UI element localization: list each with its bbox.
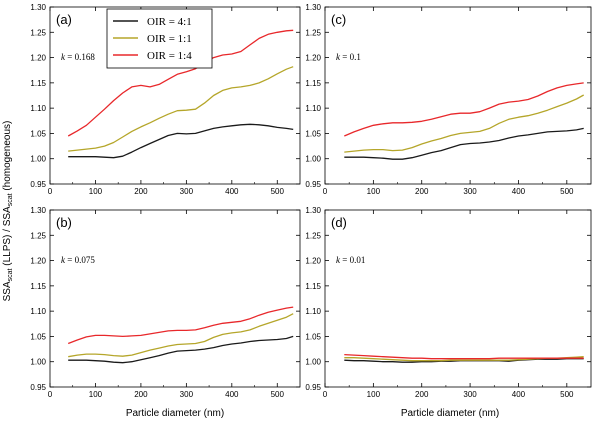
y-tick-label: 1.15 <box>305 282 321 291</box>
y-tick-label: 1.30 <box>30 3 46 12</box>
panel-label: (c) <box>331 12 346 27</box>
x-tick-label: 0 <box>48 390 53 399</box>
series-line-4-1 <box>68 123 294 159</box>
y-tick-label: 1.15 <box>30 282 46 291</box>
x-tick-label: 500 <box>560 390 574 399</box>
series-line-4-1 <box>344 127 584 160</box>
y-tick-label: 1.00 <box>30 358 46 367</box>
k-annotation: k = 0.1 <box>336 52 361 62</box>
legend-label-oir-1-4: OIR = 1:4 <box>147 50 192 62</box>
x-tick-label: 300 <box>180 390 194 399</box>
x-tick-label: 300 <box>463 390 477 399</box>
x-tick-label: 100 <box>89 390 103 399</box>
y-tick-label: 1.15 <box>305 79 321 88</box>
x-tick-label: 300 <box>180 187 194 196</box>
y-tick-label: 1.15 <box>30 79 46 88</box>
x-tick-label: 100 <box>89 187 103 196</box>
y-tick-label: 1.05 <box>305 332 321 341</box>
y-tick-label: 1.05 <box>305 129 321 138</box>
x-tick-label: 200 <box>415 390 429 399</box>
x-tick-label: 100 <box>367 187 381 196</box>
series-line-1-4 <box>67 29 294 137</box>
plot-frame <box>324 209 592 388</box>
series-line-1-4 <box>344 82 584 137</box>
x-tick-label: 400 <box>512 390 526 399</box>
y-tick-label: 0.95 <box>30 180 46 189</box>
y-tick-label: 1.20 <box>30 257 46 266</box>
x-tick-label: 500 <box>271 187 285 196</box>
x-tick-label: 100 <box>367 390 381 399</box>
x-tick-label: 400 <box>512 187 526 196</box>
x-tick-label: 400 <box>225 390 239 399</box>
panel-d: 0 100 200 300 400 500 0.95 1.00 1.05 1.10 1.15 1.20… <box>305 206 592 399</box>
x-tick-label: 400 <box>225 187 239 196</box>
y-tick-label: 1.10 <box>30 307 46 316</box>
x-axis-title-right: Particle diameter (nm) <box>401 408 499 419</box>
series-line-1-1 <box>68 313 294 358</box>
y-tick-label: 1.00 <box>30 155 46 164</box>
x-tick-label: 300 <box>463 187 477 196</box>
y-tick-label: 1.10 <box>305 104 321 113</box>
y-tick-label: 1.30 <box>305 206 321 215</box>
x-tick-label: 0 <box>48 187 53 196</box>
panel-c: 0 100 200 300 400 500 0.95 1.00 1.05 1.10 1.15 1.20… <box>305 3 592 196</box>
series-line-4-1 <box>68 335 294 364</box>
panel-label: (a) <box>56 12 72 27</box>
y-tick-label: 1.20 <box>30 54 46 63</box>
y-tick-label: 1.25 <box>305 231 321 240</box>
x-tick-label: 0 <box>323 187 328 196</box>
legend-label-oir-4-1: OIR = 4:1 <box>147 16 192 28</box>
y-tick-label: 1.30 <box>30 206 46 215</box>
panel-label: (b) <box>56 215 72 230</box>
x-tick-label: 0 <box>323 390 328 399</box>
series-line-1-1 <box>68 66 294 152</box>
y-tick-label: 0.95 <box>305 180 321 189</box>
y-tick-label: 1.00 <box>305 358 321 367</box>
y-tick-label: 1.10 <box>30 104 46 113</box>
panel-a: 0 100 200 300 400 500 0.95 1.00 1.05 1.10 1.15 1.20… <box>30 3 301 196</box>
y-tick-label: 1.05 <box>30 129 46 138</box>
x-axis-title-left: Particle diameter (nm) <box>126 408 224 419</box>
panel-label: (d) <box>331 215 347 230</box>
y-tick-label: 1.25 <box>305 28 321 37</box>
plot-frame <box>49 6 301 185</box>
y-axis-title: SSAscat (LLPS) / SSAscat (homogeneous) <box>2 121 14 302</box>
y-tick-label: 1.20 <box>305 257 321 266</box>
k-annotation: k = 0.075 <box>61 255 95 265</box>
k-annotation: k = 0.168 <box>61 52 95 62</box>
y-tick-label: 1.30 <box>305 3 321 12</box>
y-tick-label: 1.25 <box>30 231 46 240</box>
k-annotation: k = 0.01 <box>336 255 365 265</box>
x-tick-label: 200 <box>134 187 148 196</box>
series-line-1-4 <box>67 306 294 345</box>
y-tick-label: 1.00 <box>305 155 321 164</box>
plot-frame <box>324 6 592 185</box>
plot-frame <box>49 209 301 388</box>
y-tick-label: 1.25 <box>30 28 46 37</box>
x-tick-label: 500 <box>271 390 285 399</box>
y-tick-label: 0.95 <box>305 383 321 392</box>
x-tick-label: 200 <box>134 390 148 399</box>
y-tick-label: 0.95 <box>30 383 46 392</box>
series-line-1-4 <box>344 353 584 360</box>
series-line-1-1 <box>344 94 585 153</box>
x-tick-label: 500 <box>560 187 574 196</box>
y-tick-label: 1.20 <box>305 54 321 63</box>
legend-label-oir-1-1: OIR = 1:1 <box>147 33 192 45</box>
legend: OIR = 4:1 OIR = 1:1 OIR = 1:4 <box>106 8 213 69</box>
panel-b: 0 100 200 300 400 500 0.95 1.00 1.05 1.10 1.15 1.20… <box>30 206 301 399</box>
y-tick-label: 1.10 <box>305 307 321 316</box>
y-tick-label: 1.05 <box>30 332 46 341</box>
x-tick-label: 200 <box>415 187 429 196</box>
